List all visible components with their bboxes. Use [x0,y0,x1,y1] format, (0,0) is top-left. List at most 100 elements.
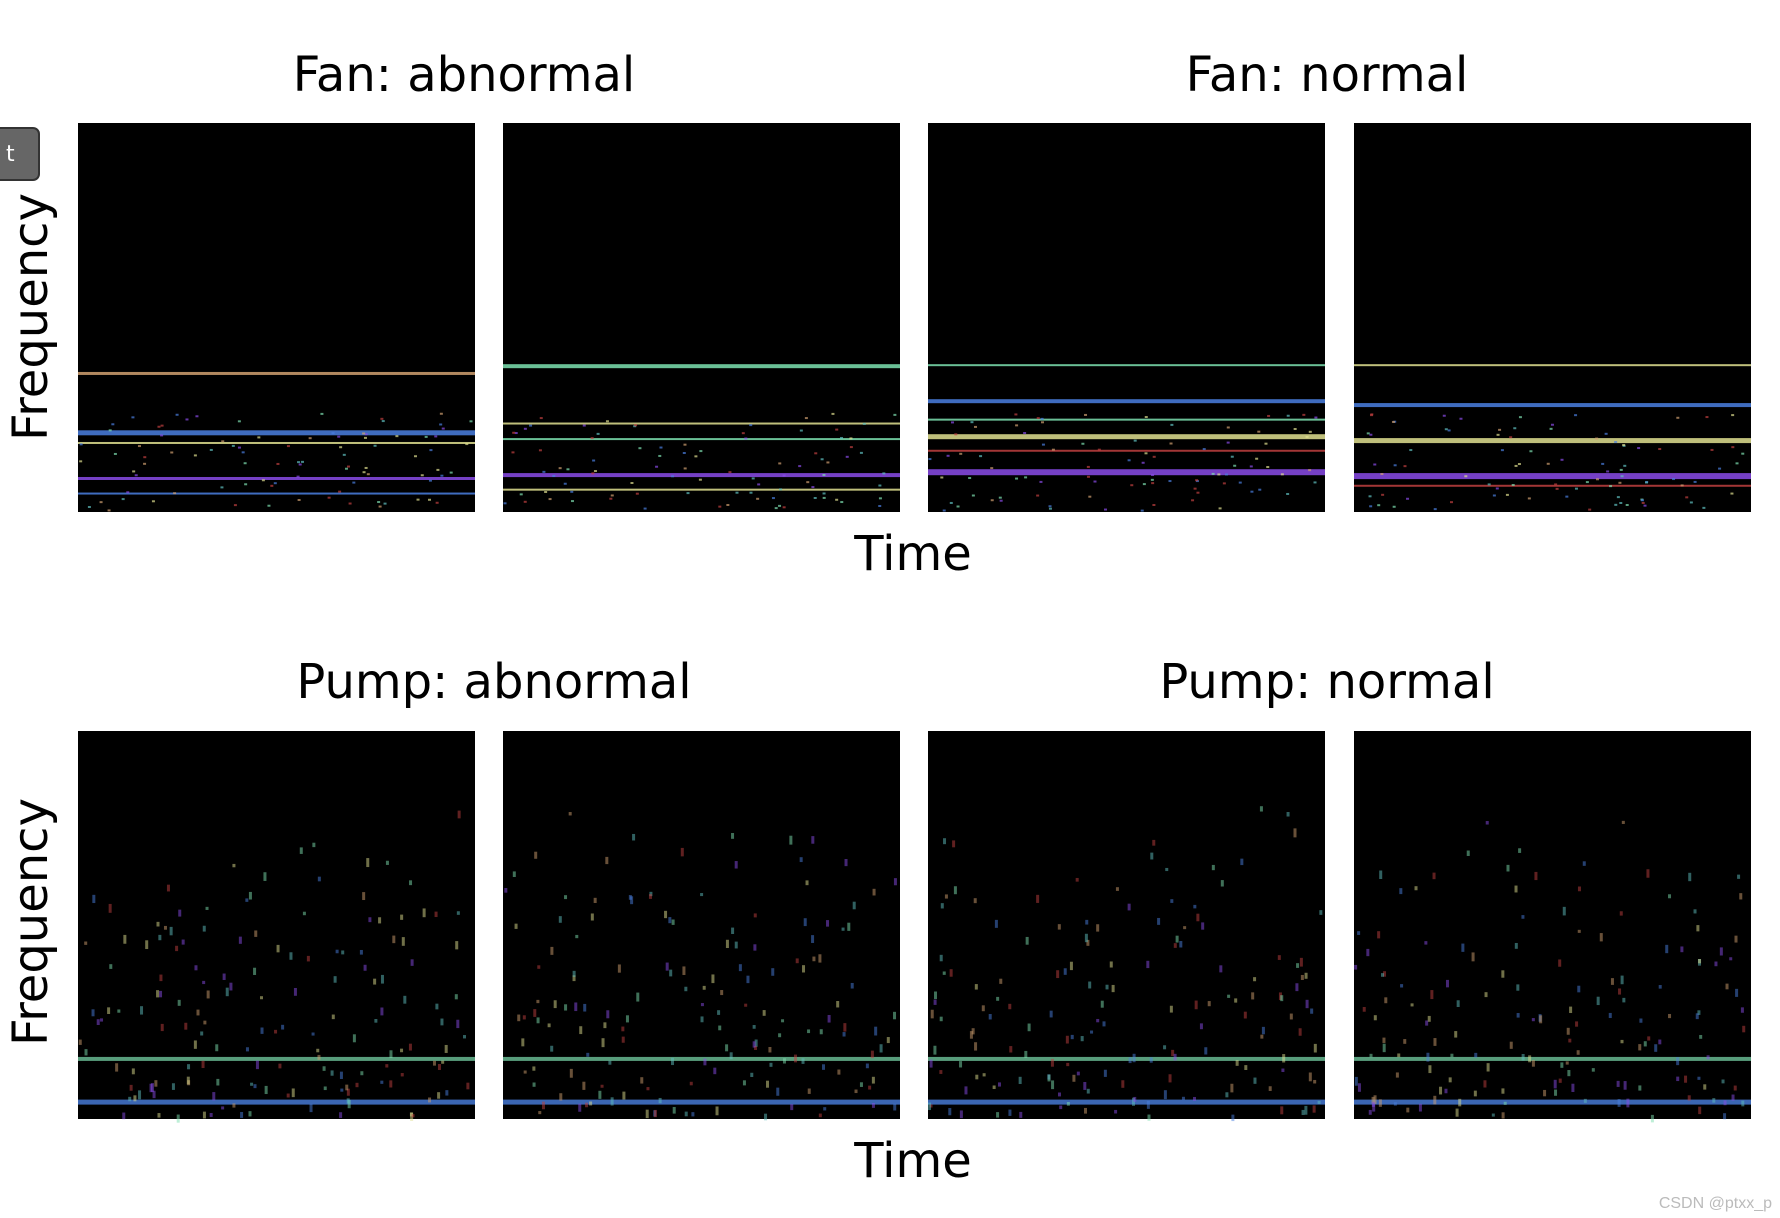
noise [1224,473,1228,476]
noise [1217,473,1221,476]
noise [1491,1113,1495,1117]
noise [359,949,363,955]
noise [646,1087,650,1091]
noise [1585,481,1589,484]
noise [1687,1095,1691,1101]
noise [1036,894,1040,903]
noise [1550,423,1554,426]
noise [437,1092,441,1099]
noise [665,962,669,971]
noise [718,505,722,508]
noise [194,965,198,971]
noise [1693,480,1697,483]
noise [278,1063,282,1069]
noise [1459,417,1463,420]
noise [802,965,806,973]
noise [893,1103,897,1111]
noise [1310,1008,1314,1014]
noise [764,1113,768,1121]
noise [523,1070,527,1074]
noise [1381,493,1385,496]
noise [1517,463,1521,466]
noise [552,474,556,477]
noise [1588,508,1592,511]
noise [342,453,346,456]
spectral-line [78,1056,475,1061]
noise [163,925,167,930]
noise [1080,1036,1084,1042]
noise [181,939,185,945]
noise [203,1020,207,1025]
noise [1267,414,1271,417]
noise [731,927,735,935]
spectral-line [928,399,1325,404]
noise [807,1088,811,1094]
spectrogram [503,731,900,1119]
noise [744,437,748,440]
noise [338,490,342,493]
noise [401,937,405,946]
noise [649,891,653,897]
noise [601,1038,605,1048]
spectral-line [503,1056,900,1061]
noise [1049,1010,1053,1018]
noise [1357,931,1361,935]
noise [1024,476,1028,479]
noise [1300,974,1304,980]
noise [1618,988,1622,995]
noise [1369,433,1373,436]
noise [134,474,138,477]
noise [1015,477,1019,480]
noise [1658,1039,1662,1045]
noise [177,999,181,1006]
noise [1146,1100,1150,1109]
noise [1086,475,1090,478]
noise [572,975,576,982]
noise [362,471,366,474]
noise [684,986,688,992]
noise [1111,984,1115,993]
noise [1514,885,1518,893]
noise [1442,414,1446,417]
noise [173,492,177,495]
button-label[interactable]: t [6,142,15,167]
spectral-line [78,476,475,480]
noise [630,896,634,905]
noise [352,1034,356,1043]
noise [1090,1030,1094,1034]
noise [836,1001,840,1008]
button[interactable] [0,127,40,181]
noise [248,1111,252,1117]
noise [1518,416,1522,419]
noise [408,1043,412,1051]
noise [1546,462,1550,465]
noise [671,1057,675,1066]
noise [725,1044,729,1052]
noise [700,1003,704,1007]
noise [385,860,389,865]
noise [959,452,963,455]
noise [1150,852,1154,860]
noise [366,473,370,476]
noise [1179,941,1183,948]
noise [1739,893,1743,900]
noise [882,472,886,475]
noise [1097,448,1101,451]
noise [1696,925,1700,932]
noise [717,1010,721,1015]
noise [862,422,866,425]
noise [728,471,732,474]
noise [1400,984,1404,988]
noise [1226,426,1230,429]
noise [1133,1096,1137,1102]
noise [380,1080,384,1084]
noise [1406,1107,1410,1113]
noise [171,1083,175,1090]
noise [1698,959,1702,964]
noise [751,477,755,480]
noise [1521,915,1525,919]
noise [178,909,182,917]
noise [185,418,189,421]
noise [504,887,508,893]
noise [156,990,160,998]
